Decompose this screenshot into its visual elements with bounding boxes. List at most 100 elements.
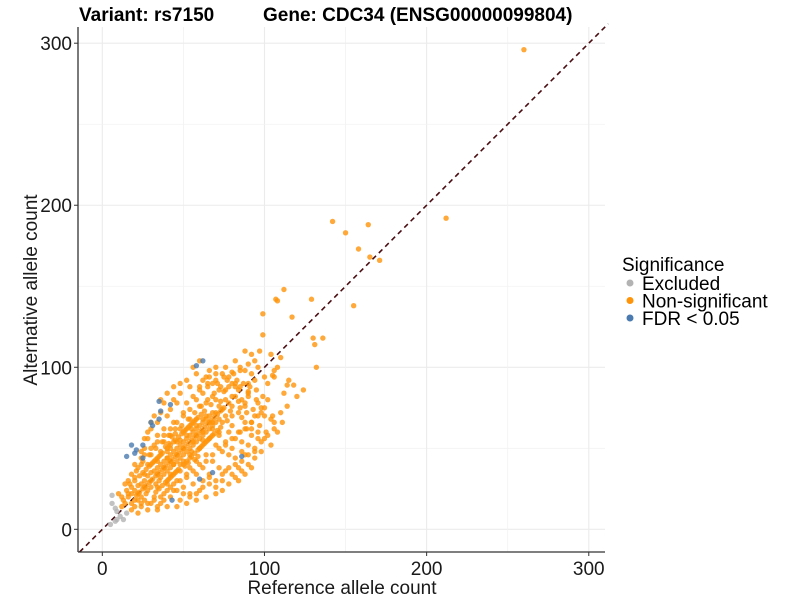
data-point — [253, 396, 260, 403]
data-point — [107, 521, 114, 528]
legend-swatch — [626, 297, 634, 304]
data-point — [269, 413, 276, 419]
data-point — [217, 384, 224, 390]
data-point — [443, 215, 449, 221]
data-point — [145, 507, 151, 513]
data-point — [281, 390, 287, 396]
legend-swatch — [626, 279, 634, 287]
data-point — [367, 254, 373, 260]
data-point — [200, 390, 206, 396]
data-point — [193, 396, 200, 403]
legend-title: Significance — [622, 255, 724, 276]
data-point — [132, 461, 138, 468]
data-point — [140, 442, 146, 448]
data-point — [180, 490, 187, 497]
data-point — [164, 413, 170, 419]
data-point — [200, 437, 206, 443]
data-point — [187, 406, 193, 413]
data-point — [164, 503, 170, 510]
data-point — [229, 445, 235, 451]
data-point — [211, 390, 217, 396]
data-point — [261, 413, 268, 419]
data-point — [138, 461, 144, 468]
data-point — [138, 500, 144, 507]
data-point — [242, 426, 248, 432]
data-point — [200, 484, 206, 490]
data-point — [239, 458, 245, 464]
data-point — [153, 481, 159, 487]
data-point — [164, 448, 170, 455]
data-point — [164, 390, 170, 396]
data-point — [248, 432, 255, 439]
data-point — [217, 398, 224, 405]
data-point — [174, 503, 180, 510]
data-point — [166, 440, 172, 447]
data-point — [123, 487, 130, 494]
data-point — [154, 503, 161, 510]
data-point — [213, 396, 219, 403]
data-point — [188, 426, 195, 432]
data-point — [232, 393, 238, 400]
data-point — [376, 257, 383, 264]
title-gene: Gene: CDC34 (ENSG00000099804) — [263, 5, 572, 26]
data-point — [154, 471, 161, 477]
data-point — [132, 478, 138, 484]
data-point — [190, 468, 196, 474]
data-point — [120, 497, 127, 503]
data-point — [161, 432, 167, 439]
data-point — [132, 450, 138, 456]
grid-lines — [78, 27, 605, 552]
data-point — [226, 429, 232, 435]
data-point — [229, 422, 235, 429]
data-point — [193, 416, 200, 422]
y-tick-label: 300 — [40, 34, 72, 55]
data-point — [167, 484, 174, 490]
data-point — [248, 371, 255, 377]
data-point — [248, 426, 255, 432]
data-point — [151, 497, 157, 503]
data-point — [206, 474, 213, 481]
legend: Significance ExcludedNon-significantFDR … — [622, 255, 768, 330]
data-point — [174, 419, 180, 426]
points-group — [107, 46, 527, 528]
data-point — [135, 482, 141, 489]
data-point — [221, 374, 227, 380]
data-point — [242, 367, 248, 374]
data-point — [300, 387, 307, 393]
data-point — [213, 484, 219, 490]
data-point — [219, 487, 226, 494]
data-point — [245, 442, 251, 448]
data-point — [183, 400, 190, 406]
data-point — [237, 384, 243, 390]
data-point — [157, 452, 164, 458]
data-point — [256, 348, 263, 354]
data-point — [216, 432, 222, 439]
data-point — [284, 382, 290, 388]
data-point — [216, 445, 222, 451]
data-point — [205, 380, 211, 387]
identity-line-group — [79, 23, 609, 553]
data-point — [193, 497, 200, 503]
data-point — [284, 403, 290, 409]
data-point — [243, 409, 250, 416]
data-point — [174, 487, 180, 494]
legend-label: FDR < 0.05 — [642, 309, 740, 330]
data-point — [177, 461, 183, 468]
data-point — [216, 416, 222, 422]
data-point — [260, 393, 266, 400]
data-point — [196, 476, 203, 482]
data-point — [127, 481, 133, 487]
data-point — [255, 413, 261, 419]
data-point — [281, 286, 287, 293]
data-point — [252, 448, 258, 455]
data-point — [193, 432, 200, 439]
data-point — [213, 364, 219, 370]
data-point — [209, 409, 216, 416]
data-point — [255, 364, 261, 370]
x-tick-label: 300 — [573, 559, 605, 580]
data-point — [157, 408, 164, 414]
data-point — [149, 422, 156, 429]
data-point — [245, 388, 251, 395]
data-point — [229, 435, 235, 442]
